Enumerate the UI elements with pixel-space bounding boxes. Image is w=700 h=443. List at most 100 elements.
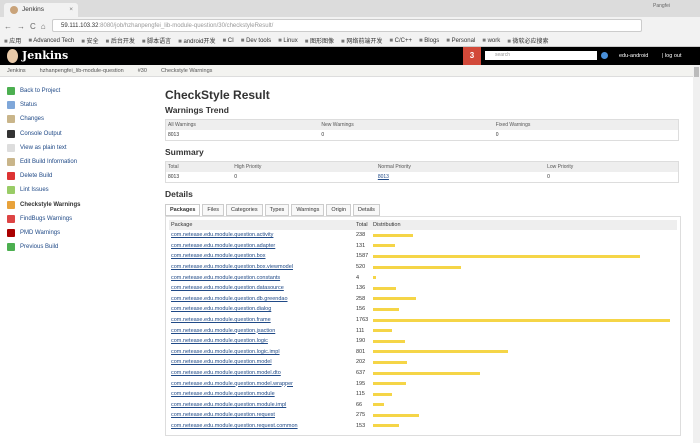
bookmark-item[interactable]: Linux <box>278 38 297 44</box>
tab-title: Jenkins <box>22 6 45 13</box>
sidebar-item[interactable]: FindBugs Warnings <box>7 212 157 226</box>
url-input[interactable]: 59.111.103.32:8080/job/hzhanpengfei_lib-… <box>52 19 642 32</box>
scrollbar-thumb[interactable] <box>694 67 699 77</box>
reload-icon[interactable]: C <box>30 21 36 31</box>
bookmark-item[interactable]: C/C++ <box>389 38 412 44</box>
bookmark-item[interactable]: Personal <box>446 38 476 44</box>
breadcrumb-item[interactable]: #30 <box>137 68 147 74</box>
bookmark-item[interactable]: 应用 <box>4 36 21 45</box>
bookmark-item[interactable]: 图形图像 <box>305 36 334 45</box>
bookmark-item[interactable]: 网络前端开发 <box>341 36 382 45</box>
table-row: com.netease.edu.module.question.box 1587 <box>169 251 677 262</box>
sidebar-item[interactable]: Previous Build <box>7 240 157 254</box>
tab-files[interactable]: Files <box>202 204 225 216</box>
distribution-cell <box>371 410 677 421</box>
sidebar-item[interactable]: Lint Issues <box>7 183 157 197</box>
package-link[interactable]: com.netease.edu.module.question.module <box>171 391 275 398</box>
bookmark-item[interactable]: CI <box>222 38 234 44</box>
bookmark-item[interactable]: Blogs <box>419 38 439 44</box>
total-cell: 111 <box>356 327 365 334</box>
breadcrumb-item[interactable]: hzhanpengfei_lib-module-question <box>39 68 124 74</box>
package-link[interactable]: com.netease.edu.module.question.db.green… <box>171 295 288 302</box>
package-link[interactable]: com.netease.edu.module.question.dialog <box>171 306 272 313</box>
tab-types[interactable]: Types <box>264 204 290 216</box>
jenkins-logo[interactable]: Jenkins <box>22 49 69 62</box>
package-link[interactable]: com.netease.edu.module.question.request.… <box>171 422 298 429</box>
package-link[interactable]: com.netease.edu.module.question.box <box>171 253 266 260</box>
package-link[interactable]: com.netease.edu.module.question.activity <box>171 232 274 239</box>
package-link[interactable]: com.netease.edu.module.question.model.dt… <box>171 370 281 377</box>
distribution-cell <box>371 336 677 347</box>
sidebar-item[interactable]: Delete Build <box>7 169 157 183</box>
url-host: 59.111.103.32 <box>61 23 99 29</box>
col-header-package[interactable]: Package <box>169 220 354 230</box>
package-cell: com.netease.edu.module.question.logic.im… <box>169 347 354 358</box>
distribution-bar <box>373 297 417 301</box>
forward-icon[interactable]: → <box>17 21 25 31</box>
package-link[interactable]: com.netease.edu.module.question.jsaction <box>171 327 276 334</box>
package-link[interactable]: com.netease.edu.module.question.box.view… <box>171 264 293 271</box>
tab-warnings[interactable]: Warnings <box>291 204 325 216</box>
summary-title: Summary <box>165 147 204 157</box>
user-link[interactable]: edu-android <box>619 53 649 59</box>
sidebar-item[interactable]: Console Output <box>7 127 157 141</box>
package-link[interactable]: com.netease.edu.module.question.adapter <box>171 242 276 249</box>
sidebar-item-label: Back to Project <box>20 88 61 95</box>
breadcrumb-item[interactable]: Jenkins <box>7 68 26 74</box>
sidebar-item[interactable]: View as plain text <box>7 141 157 155</box>
sidebar-item[interactable]: Back to Project <box>7 84 157 98</box>
sidebar-item[interactable]: Edit Build Information <box>7 155 157 169</box>
tab-details[interactable]: Details <box>353 204 380 216</box>
bookmark-item[interactable]: android开发 <box>178 36 215 45</box>
sidebar-item-label: Changes <box>20 116 45 123</box>
back-icon[interactable]: ← <box>4 21 12 31</box>
address-bar: ← → C ⌂ 59.111.103.32:8080/job/hzhanpengfei… <box>0 17 700 35</box>
sidebar-icon <box>7 158 15 167</box>
distribution-cell <box>371 294 677 305</box>
sidebar-item[interactable]: PMD Warnings <box>7 226 157 240</box>
package-link[interactable]: com.netease.edu.module.question.frame <box>171 317 271 324</box>
help-icon[interactable] <box>601 52 608 59</box>
package-link[interactable]: com.netease.edu.module.question.module.i… <box>171 401 287 408</box>
sidebar-item[interactable]: Changes <box>7 112 157 126</box>
tab-categories[interactable]: Categories <box>226 204 263 216</box>
bookmark-item[interactable]: Advanced Tech <box>28 38 74 44</box>
sidebar-item-label: Previous Build <box>20 244 59 251</box>
notification-badge[interactable]: 3 <box>463 47 481 65</box>
package-link[interactable]: com.netease.edu.module.question.logic <box>171 338 268 345</box>
browser-tab[interactable]: Jenkins × <box>4 3 78 17</box>
normal-priority-link[interactable]: 8013 <box>377 174 389 180</box>
package-link[interactable]: com.netease.edu.module.question.request <box>171 412 275 419</box>
tab-origin[interactable]: Origin <box>326 204 352 216</box>
breadcrumb-item[interactable]: Checkstyle Warnings <box>160 68 213 74</box>
package-link[interactable]: com.netease.edu.module.question.datasour… <box>171 285 284 292</box>
package-link[interactable]: com.netease.edu.module.question.model.wr… <box>171 380 293 387</box>
bookmark-item[interactable]: work <box>482 38 501 44</box>
bookmark-item[interactable]: 安全 <box>81 36 99 45</box>
scrollbar[interactable] <box>693 65 700 443</box>
bookmark-item[interactable]: Dev tools <box>241 38 271 44</box>
bookmark-item[interactable]: 后台开发 <box>106 36 135 45</box>
distribution-cell <box>371 262 677 273</box>
logout-link[interactable]: | log out <box>662 53 682 59</box>
bookmark-item[interactable]: 微软必应搜索 <box>507 36 549 45</box>
total-cell: 156 <box>356 306 366 313</box>
sidebar-item[interactable]: Checkstyle Warnings <box>7 198 157 212</box>
home-icon[interactable]: ⌂ <box>40 21 46 31</box>
sidebar-icon <box>7 214 15 223</box>
close-tab-icon[interactable]: × <box>69 6 73 13</box>
search-input[interactable]: search <box>485 51 597 60</box>
url-path: :8080/job/hzhanpengfei_lib-module-questi… <box>98 23 274 29</box>
bookmark-item[interactable]: 脚本语言 <box>142 36 171 45</box>
tab-packages[interactable]: Packages <box>165 204 201 216</box>
package-link[interactable]: com.netease.edu.module.question.model <box>171 359 272 366</box>
distribution-bar <box>373 339 405 343</box>
package-cell: com.netease.edu.module.question.model.dt… <box>169 368 354 379</box>
total-cell: 195 <box>356 380 366 387</box>
profile-name[interactable]: Pangfei <box>653 3 670 9</box>
package-link[interactable]: com.netease.edu.module.question.constant… <box>171 274 281 281</box>
package-link[interactable]: com.netease.edu.module.question.logic.im… <box>171 348 280 355</box>
col-header-total[interactable]: Total <box>354 220 371 230</box>
sidebar-item[interactable]: Status <box>7 98 157 112</box>
sidebar-icon <box>7 228 15 237</box>
